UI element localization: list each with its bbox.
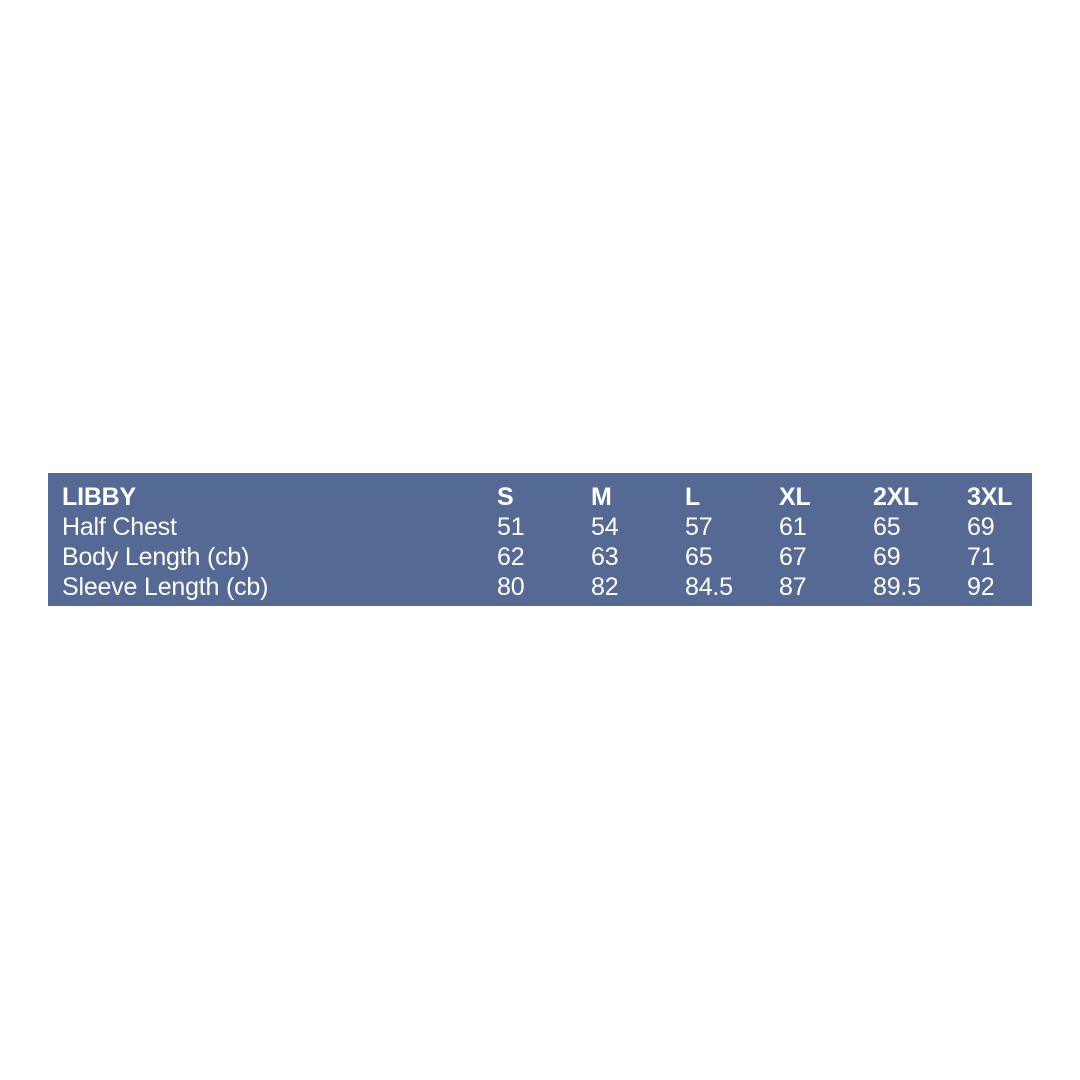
measurement-label-half-chest: Half Chest xyxy=(62,513,177,541)
cell-sleeve-length-xl: 87 xyxy=(779,573,807,601)
cell-body-length-3xl: 71 xyxy=(967,543,995,571)
table-row: Body Length (cb) 62 63 65 67 69 71 xyxy=(48,542,1032,572)
size-chart-panel: LIBBY S M L XL 2XL 3XL Half Chest 51 54 … xyxy=(48,473,1032,606)
cell-half-chest-m: 54 xyxy=(591,513,619,541)
cell-half-chest-2xl: 65 xyxy=(873,513,901,541)
cell-body-length-m: 63 xyxy=(591,543,619,571)
size-header-s: S xyxy=(497,483,514,511)
cell-half-chest-3xl: 69 xyxy=(967,513,995,541)
cell-body-length-2xl: 69 xyxy=(873,543,901,571)
cell-body-length-xl: 67 xyxy=(779,543,807,571)
measurement-label-body-length: Body Length (cb) xyxy=(62,543,250,571)
brand-name: LIBBY xyxy=(62,483,137,511)
cell-sleeve-length-s: 80 xyxy=(497,573,525,601)
size-header-2xl: 2XL xyxy=(873,483,919,511)
table-row: Half Chest 51 54 57 61 65 69 xyxy=(48,512,1032,542)
cell-sleeve-length-2xl: 89.5 xyxy=(873,573,921,601)
cell-sleeve-length-m: 82 xyxy=(591,573,619,601)
size-header-l: L xyxy=(685,483,701,511)
cell-sleeve-length-l: 84.5 xyxy=(685,573,733,601)
cell-half-chest-l: 57 xyxy=(685,513,713,541)
size-chart-table: LIBBY S M L XL 2XL 3XL Half Chest 51 54 … xyxy=(48,482,1032,602)
measurement-label-sleeve-length: Sleeve Length (cb) xyxy=(62,573,269,601)
cell-body-length-l: 65 xyxy=(685,543,713,571)
size-header-m: M xyxy=(591,483,612,511)
size-header-xl: XL xyxy=(779,483,811,511)
cell-body-length-s: 62 xyxy=(497,543,525,571)
size-header-3xl: 3XL xyxy=(967,483,1013,511)
table-header-row: LIBBY S M L XL 2XL 3XL xyxy=(48,482,1032,512)
table-row: Sleeve Length (cb) 80 82 84.5 87 89.5 92 xyxy=(48,572,1032,602)
cell-half-chest-xl: 61 xyxy=(779,513,807,541)
cell-sleeve-length-3xl: 92 xyxy=(967,573,995,601)
cell-half-chest-s: 51 xyxy=(497,513,525,541)
